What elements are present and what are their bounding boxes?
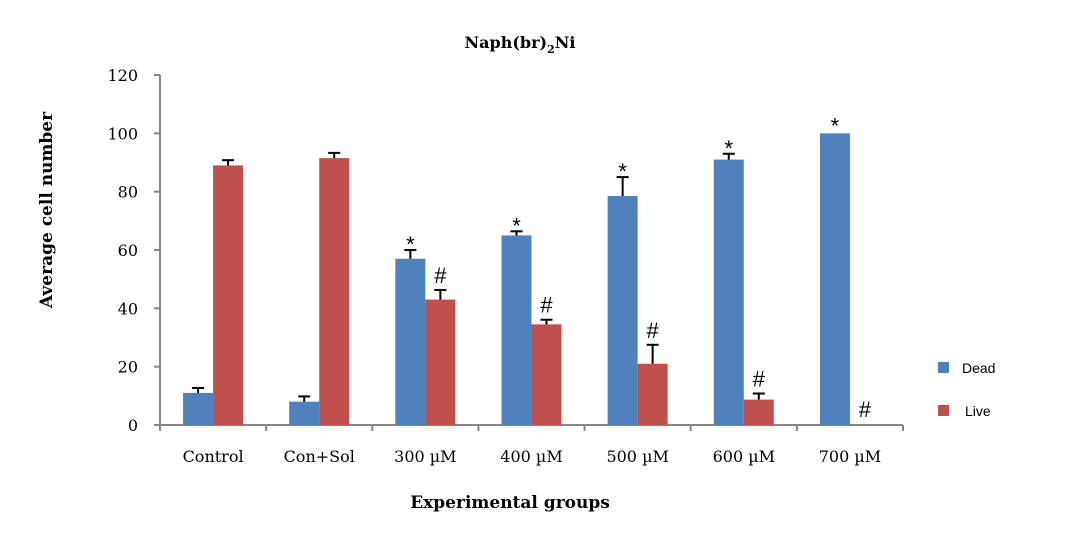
bar-dead (713, 159, 744, 426)
significance-marker: # (540, 293, 553, 318)
significance-marker: * (406, 232, 415, 257)
significance-marker: * (725, 136, 734, 161)
significance-marker: # (859, 397, 872, 422)
y-tick-label: 80 (118, 183, 138, 202)
y-tick-label: 20 (118, 358, 138, 377)
x-tick-label: 400 µM (500, 447, 562, 466)
x-tick-label: Control (183, 447, 244, 466)
x-tick-label: 300 µM (394, 447, 456, 466)
bar-dead (395, 258, 426, 425)
bar-live (319, 158, 350, 425)
bar-dead (819, 133, 850, 426)
bar-live (637, 363, 668, 425)
chart-title-subscript: 2 (547, 43, 555, 56)
bar-dead (607, 196, 638, 425)
significance-marker: * (831, 113, 840, 138)
y-tick-label: 0 (128, 416, 138, 435)
x-tick-label: 600 µM (713, 447, 775, 466)
significance-marker: # (647, 318, 660, 343)
significance-marker: # (434, 263, 447, 288)
x-tick-label: Con+Sol (284, 447, 355, 466)
significance-marker: * (512, 213, 521, 238)
chart-title-main: Naph(br) (465, 33, 548, 52)
y-tick-label: 100 (107, 124, 138, 143)
y-axis-label: Average cell number (37, 111, 57, 309)
legend-label-dead: Dead (962, 360, 995, 376)
bar-live (743, 399, 774, 425)
bar-live (213, 165, 244, 425)
bar-dead (183, 392, 214, 425)
x-tick-label: 500 µM (606, 447, 668, 466)
chart-title-tail: Ni (555, 33, 576, 52)
legend-swatch-live (938, 405, 949, 416)
bar-live (531, 324, 562, 425)
y-tick-label: 120 (107, 66, 138, 85)
significance-marker: # (753, 367, 766, 392)
legend-swatch-dead (938, 362, 949, 373)
bar-dead (289, 401, 320, 425)
x-axis-label: Experimental groups (410, 493, 610, 513)
legend-label-live: Live (965, 403, 991, 419)
y-tick-label: 40 (118, 299, 138, 318)
chart-title: Naph(br)2Ni (465, 33, 576, 56)
bar-live (425, 299, 456, 425)
x-tick-label: 700 µM (819, 447, 881, 466)
bar-dead (501, 235, 532, 425)
significance-marker: * (618, 159, 627, 184)
y-tick-label: 60 (118, 241, 138, 260)
